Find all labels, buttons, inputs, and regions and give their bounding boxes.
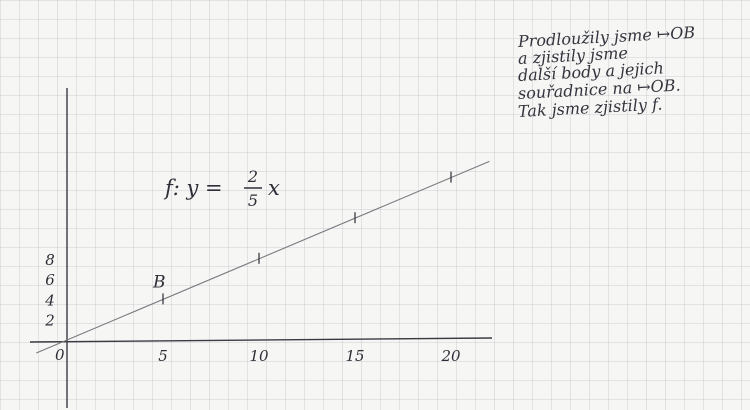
y-tick-label-2: 2 (44, 312, 55, 330)
function-formula: f: y = 2 5 x (163, 167, 280, 210)
y-tick-label-6: 6 (45, 271, 55, 289)
formula-denominator: 5 (248, 191, 258, 210)
formula-prefix: f: y = (163, 176, 223, 200)
x-tick-label-5: 5 (158, 347, 168, 365)
function-line (36, 160, 490, 354)
y-tick-label-8: 8 (45, 251, 55, 269)
x-axis (29, 337, 493, 343)
x-tick-label-20: 20 (440, 347, 461, 365)
x-tick-label-15: 15 (345, 347, 364, 365)
formula-numerator: 2 (247, 167, 258, 186)
y-tick-labels: 2 4 6 8 (44, 251, 55, 330)
formula-variable: x (268, 176, 280, 200)
x-tick-labels: 5 10 15 20 (158, 347, 461, 365)
line-tick-marks (162, 171, 452, 305)
x-tick-label-10: 10 (249, 347, 269, 365)
origin-label: 0 (55, 346, 65, 364)
point-b-label: B (152, 272, 166, 292)
y-tick-label-4: 4 (44, 291, 55, 309)
